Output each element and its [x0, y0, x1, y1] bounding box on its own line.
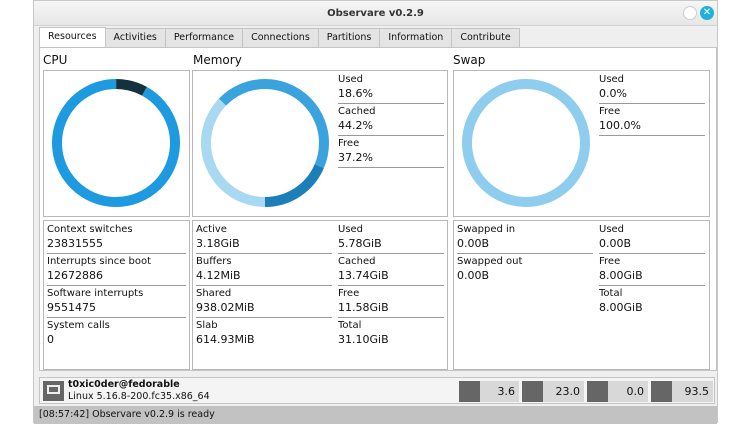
swap-used-value: 0.0% — [599, 87, 627, 100]
stat-label: Used — [338, 224, 364, 235]
memory-donut — [201, 79, 329, 207]
swap-used-label: Used — [599, 74, 625, 85]
tab-resources[interactable]: Resources — [39, 27, 106, 47]
cpu-heading: CPU — [43, 53, 68, 67]
mem-free-arc — [201, 79, 329, 207]
stat-label: Context switches — [47, 224, 133, 235]
cpu-used-arc — [52, 79, 180, 207]
cpu-stat-value: 3.6 — [497, 385, 516, 398]
swap-heading: Swap — [453, 53, 486, 67]
close-button[interactable]: ✕ — [700, 6, 714, 20]
memory-heading: Memory — [193, 53, 242, 67]
stat-value: 0 — [47, 333, 54, 346]
stat-label: System calls — [47, 320, 110, 331]
swap-free-label: Free — [599, 106, 621, 117]
swap-free-value: 100.0% — [599, 119, 641, 132]
stat-label: Buffers — [196, 256, 232, 267]
disk-icon — [651, 381, 672, 402]
cpu-icon — [459, 381, 480, 402]
cpu-stats-box: Context switches 23831555 Interrupts sinc… — [43, 220, 190, 370]
stat-label: Active — [196, 224, 227, 235]
mem-cached-arc — [201, 79, 329, 207]
swap-chart-box: Used 0.0% Free 100.0% — [453, 70, 710, 217]
swap-stats-box: Swapped in 0.00B Swapped out 0.00B Used 0.0… — [453, 220, 710, 370]
swap-icon — [587, 381, 608, 402]
stat-value: 31.10GiB — [338, 333, 389, 346]
stat-label: Interrupts since boot — [47, 256, 152, 267]
stat-value: 8.00GiB — [599, 301, 643, 314]
stat-value: 8.00GiB — [599, 269, 643, 282]
stat-label: Swapped out — [457, 256, 523, 267]
mem-free-label: Free — [338, 138, 360, 149]
stat-value: 9551475 — [47, 301, 96, 314]
resources-panel: CPU Memory Swap Used 18.6% Cached 44.2% Fr… — [39, 47, 717, 371]
username: t0xic0der@fedorable — [68, 379, 180, 390]
stat-label: Software interrupts — [47, 288, 144, 299]
stat-label: Cached — [338, 256, 376, 267]
memory-stat-value: 23.0 — [555, 385, 581, 398]
minimize-button[interactable] — [683, 6, 697, 20]
stat-label: Shared — [196, 288, 232, 299]
tab-partitions[interactable]: Partitions — [317, 28, 381, 47]
tab-contribute[interactable]: Contribute — [451, 28, 520, 47]
stat-value: 11.58GiB — [338, 301, 389, 314]
mem-free-value: 37.2% — [338, 151, 373, 164]
window-title: Observare v0.2.9 — [327, 8, 424, 19]
stat-label: Slab — [196, 320, 218, 331]
title-bar: Observare v0.2.9 ✕ — [34, 1, 717, 26]
stat-value: 0.00B — [457, 269, 490, 282]
mem-used-label: Used — [338, 74, 364, 85]
stat-label: Swapped in — [457, 224, 516, 235]
stat-value: 12672886 — [47, 269, 103, 282]
tab-connections[interactable]: Connections — [242, 28, 319, 47]
stat-value: 23831555 — [47, 237, 103, 250]
stat-label: Free — [599, 256, 621, 267]
cpu-idle-arc — [52, 79, 180, 207]
stat-label: Total — [338, 320, 362, 331]
stat-value: 5.78GiB — [338, 237, 382, 250]
tab-performance[interactable]: Performance — [164, 28, 244, 47]
app-window: Observare v0.2.9 ✕ Resources Activities … — [33, 0, 718, 424]
stat-value: 0.00B — [457, 237, 490, 250]
stat-label: Total — [599, 288, 623, 299]
swap-stat-value: 0.0 — [626, 385, 645, 398]
swap-stat: 0.0 — [587, 381, 648, 402]
cpu-donut — [52, 79, 180, 207]
disk-stat: 93.5 — [651, 381, 713, 402]
swap-free-arc — [462, 79, 590, 207]
kernel-version: Linux 5.16.8-200.fc35.x86_64 — [68, 391, 210, 402]
memory-icon — [522, 381, 543, 402]
stat-value: 13.74GiB — [338, 269, 389, 282]
mem-used-value: 18.6% — [338, 87, 373, 100]
stat-value: 3.18GiB — [196, 237, 240, 250]
cpu-stat: 3.6 — [459, 381, 519, 402]
stat-value: 0.00B — [599, 237, 632, 250]
stat-label: Free — [338, 288, 360, 299]
stat-value: 614.93MiB — [196, 333, 255, 346]
system-footer: t0xic0der@fedorable Linux 5.16.8-200.fc3… — [39, 377, 715, 404]
cpu-chart-box — [43, 70, 190, 217]
tab-activities[interactable]: Activities — [104, 28, 166, 47]
mem-cached-value: 44.2% — [338, 119, 373, 132]
stat-label: Used — [599, 224, 625, 235]
status-bar: [08:57:42] Observare v0.2.9 is ready — [34, 406, 717, 424]
disk-stat-value: 93.5 — [684, 385, 710, 398]
tab-bar: Resources Activities Performance Connect… — [39, 27, 520, 47]
swap-donut — [462, 79, 590, 207]
computer-icon — [43, 381, 64, 401]
memory-stats-box: Active 3.18GiB Buffers 4.12MiB Shared 938.0… — [192, 220, 448, 370]
memory-chart-box: Used 18.6% Cached 44.2% Free 37.2% — [192, 70, 448, 217]
mem-cached-label: Cached — [338, 106, 376, 117]
stat-value: 4.12MiB — [196, 269, 241, 282]
tab-information[interactable]: Information — [379, 28, 453, 47]
memory-stat: 23.0 — [522, 381, 584, 402]
stat-value: 938.02MiB — [196, 301, 255, 314]
